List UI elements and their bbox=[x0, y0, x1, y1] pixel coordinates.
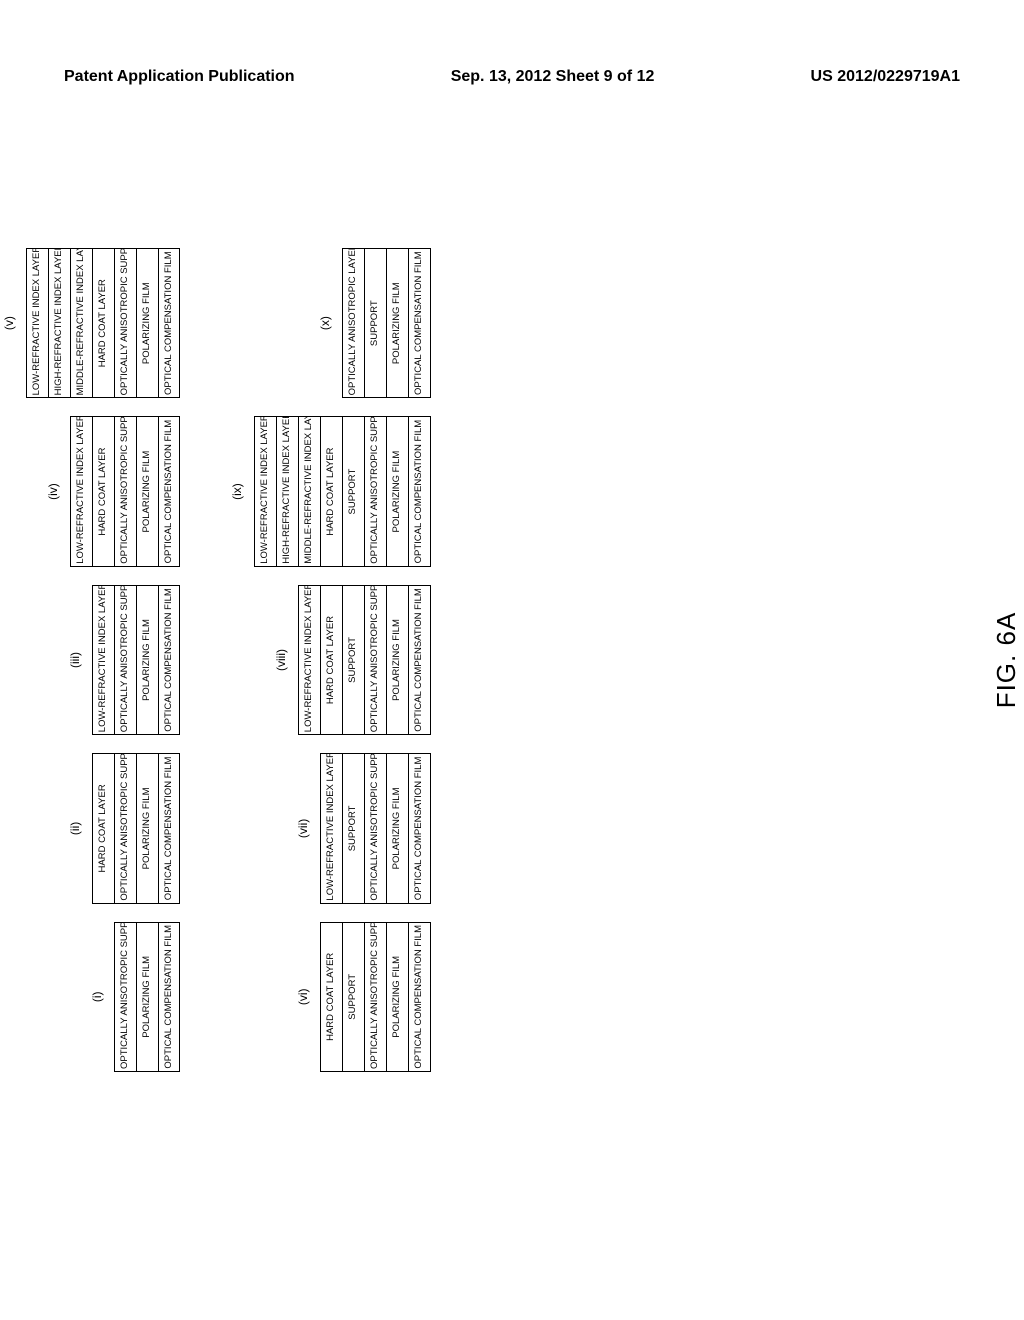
layer-cell: LOW-REFRACTIVE INDEX LAYER bbox=[93, 586, 115, 734]
layer-cell: OPTICAL COMPENSATION FILM bbox=[409, 754, 430, 902]
layer-cell: OPTICAL COMPENSATION FILM bbox=[409, 417, 430, 565]
layer-stack: OPTICALLY ANISOTROPIC SUPPORTPOLARIZING … bbox=[114, 922, 181, 1072]
diagram-column: (vi) HARD COAT LAYERSUPPORTOPTICALLY ANIS… bbox=[296, 922, 431, 1072]
layer-cell: HIGH-REFRACTIVE INDEX LAYER bbox=[49, 249, 71, 397]
layer-cell: SUPPORT bbox=[365, 249, 387, 397]
layer-cell: OPTICALLY ANISOTROPIC LAYER bbox=[343, 249, 365, 397]
column-label: (vii) bbox=[296, 819, 310, 838]
layer-cell: OPTICALLY ANISOTROPIC SUPPORT bbox=[365, 417, 387, 565]
column-label: (viii) bbox=[274, 649, 288, 671]
layer-cell: MIDDLE-REFRACTIVE INDEX LAYER bbox=[71, 249, 93, 397]
diagram-column: (iii) LOW-REFRACTIVE INDEX LAYEROPTICALLY… bbox=[68, 585, 181, 735]
layer-stack: LOW-REFRACTIVE INDEX LAYERHARD COAT LAYE… bbox=[298, 585, 431, 735]
layer-cell: OPTICALLY ANISOTROPIC SUPPORT bbox=[115, 923, 137, 1071]
layer-cell: POLARIZING FILM bbox=[137, 754, 159, 902]
layer-cell: HARD COAT LAYER bbox=[321, 923, 343, 1071]
layer-cell: POLARIZING FILM bbox=[137, 249, 159, 397]
column-label: (v) bbox=[2, 316, 16, 330]
header-right: US 2012/0229719A1 bbox=[811, 68, 960, 86]
layer-cell: OPTICALLY ANISOTROPIC SUPPORT bbox=[115, 249, 137, 397]
layer-cell: HARD COAT LAYER bbox=[321, 586, 343, 734]
layer-cell: HARD COAT LAYER bbox=[321, 417, 343, 565]
layer-cell: MIDDLE-REFRACTIVE INDEX LAYER bbox=[299, 417, 321, 565]
layer-cell: LOW-REFRACTIVE INDEX LAYER bbox=[71, 417, 93, 565]
layer-cell: POLARIZING FILM bbox=[387, 586, 409, 734]
layer-cell: HIGH-REFRACTIVE INDEX LAYER bbox=[277, 417, 299, 565]
diagram-column: (ix) LOW-REFRACTIVE INDEX LAYERHIGH-REFRA… bbox=[230, 416, 430, 566]
diagram-column: (iv) LOW-REFRACTIVE INDEX LAYERHARD COAT … bbox=[46, 416, 181, 566]
diagram-rows: (i)OPTICALLY ANISOTROPIC SUPPORTPOLARIZI… bbox=[2, 248, 431, 1072]
layer-cell: OPTICAL COMPENSATION FILM bbox=[159, 417, 180, 565]
layer-cell: HARD COAT LAYER bbox=[93, 417, 115, 565]
layer-cell: POLARIZING FILM bbox=[387, 923, 409, 1071]
diagram-row: (vi)HARD COAT LAYERSUPPORTOPTICALLY ANIS… bbox=[230, 248, 430, 1072]
layer-stack: LOW-REFRACTIVE INDEX LAYERHIGH-REFRACTIV… bbox=[254, 416, 430, 566]
layer-cell: POLARIZING FILM bbox=[137, 586, 159, 734]
layer-cell: SUPPORT bbox=[343, 586, 365, 734]
layer-stack: LOW-REFRACTIVE INDEX LAYEROPTICALLY ANIS… bbox=[92, 585, 181, 735]
layer-cell: OPTICALLY ANISOTROPIC SUPPORT bbox=[115, 754, 137, 902]
layer-cell: OPTICALLY ANISOTROPIC SUPPORT bbox=[115, 586, 137, 734]
diagram-column: (vii)LOW-REFRACTIVE INDEX LAYERSUPPORTOP… bbox=[296, 753, 431, 903]
layer-cell: POLARIZING FILM bbox=[137, 923, 159, 1071]
layer-cell: OPTICAL COMPENSATION FILM bbox=[409, 249, 430, 397]
layer-cell: LOW-REFRACTIVE INDEX LAYER bbox=[321, 754, 343, 902]
diagram-column: (i) OPTICALLY ANISOTROPIC SUPPORTPOLARIZI… bbox=[90, 922, 181, 1072]
layer-cell: HARD COAT LAYER bbox=[93, 249, 115, 397]
layer-cell: POLARIZING FILM bbox=[137, 417, 159, 565]
layer-stack: LOW-REFRACTIVE INDEX LAYERHARD COAT LAYE… bbox=[70, 416, 181, 566]
column-label: (iii) bbox=[68, 652, 82, 668]
layer-cell: SUPPORT bbox=[343, 923, 365, 1071]
figure-label: FIG. 6A bbox=[991, 248, 1022, 1072]
layer-cell: OPTICAL COMPENSATION FILM bbox=[159, 923, 180, 1071]
diagram-column: (v) LOW-REFRACTIVE INDEX LAYERHIGH-REFRAC… bbox=[2, 248, 180, 398]
header-center: Sep. 13, 2012 Sheet 9 of 12 bbox=[451, 68, 655, 86]
diagram-column: (x) OPTICALLY ANISOTROPIC LAYERSUPPORTPOL… bbox=[318, 248, 431, 398]
layer-cell: SUPPORT bbox=[343, 417, 365, 565]
layer-cell: LOW-REFRACTIVE INDEX LAYER bbox=[299, 586, 321, 734]
layer-stack: LOW-REFRACTIVE INDEX LAYERHIGH-REFRACTIV… bbox=[26, 248, 180, 398]
diagram-column: (viii) LOW-REFRACTIVE INDEX LAYERHARD COA… bbox=[274, 585, 431, 735]
layer-cell: LOW-REFRACTIVE INDEX LAYER bbox=[27, 249, 49, 397]
header-left: Patent Application Publication bbox=[64, 68, 295, 86]
layer-stack: LOW-REFRACTIVE INDEX LAYERSUPPORTOPTICAL… bbox=[320, 753, 431, 903]
diagram-column: (ii) HARD COAT LAYEROPTICALLY ANISOTROPIC… bbox=[68, 753, 181, 903]
column-label: (ix) bbox=[230, 483, 244, 500]
layer-cell: OPTICAL COMPENSATION FILM bbox=[159, 586, 180, 734]
layer-cell: OPTICAL COMPENSATION FILM bbox=[159, 249, 180, 397]
page-header: Patent Application Publication Sep. 13, … bbox=[0, 68, 1024, 86]
diagram-row: (i)OPTICALLY ANISOTROPIC SUPPORTPOLARIZI… bbox=[2, 248, 180, 1072]
column-label: (ii) bbox=[68, 822, 82, 835]
layer-cell: OPTICAL COMPENSATION FILM bbox=[409, 923, 430, 1071]
layer-cell: HARD COAT LAYER bbox=[93, 754, 115, 902]
layer-cell: POLARIZING FILM bbox=[387, 249, 409, 397]
layer-stack: HARD COAT LAYEROPTICALLY ANISOTROPIC SUP… bbox=[92, 753, 181, 903]
layer-cell: POLARIZING FILM bbox=[387, 417, 409, 565]
layer-cell: OPTICAL COMPENSATION FILM bbox=[409, 586, 430, 734]
figure-content: (i)OPTICALLY ANISOTROPIC SUPPORTPOLARIZI… bbox=[2, 248, 1022, 1072]
column-label: (vi) bbox=[296, 988, 310, 1005]
column-label: (i) bbox=[90, 991, 104, 1002]
column-label: (x) bbox=[318, 316, 332, 330]
layer-cell: OPTICALLY ANISOTROPIC SUPPORT bbox=[365, 923, 387, 1071]
column-label: (iv) bbox=[46, 483, 60, 500]
layer-stack: OPTICALLY ANISOTROPIC LAYERSUPPORTPOLARI… bbox=[342, 248, 431, 398]
layer-cell: OPTICALLY ANISOTROPIC SUPPORT bbox=[365, 586, 387, 734]
layer-cell: OPTICALLY ANISOTROPIC SUPPORT bbox=[365, 754, 387, 902]
layer-cell: OPTICAL COMPENSATION FILM bbox=[159, 754, 180, 902]
layer-cell: SUPPORT bbox=[343, 754, 365, 902]
layer-cell: POLARIZING FILM bbox=[387, 754, 409, 902]
layer-cell: LOW-REFRACTIVE INDEX LAYER bbox=[255, 417, 277, 565]
layer-stack: HARD COAT LAYERSUPPORTOPTICALLY ANISOTRO… bbox=[320, 922, 431, 1072]
layer-cell: OPTICALLY ANISOTROPIC SUPPORT bbox=[115, 417, 137, 565]
